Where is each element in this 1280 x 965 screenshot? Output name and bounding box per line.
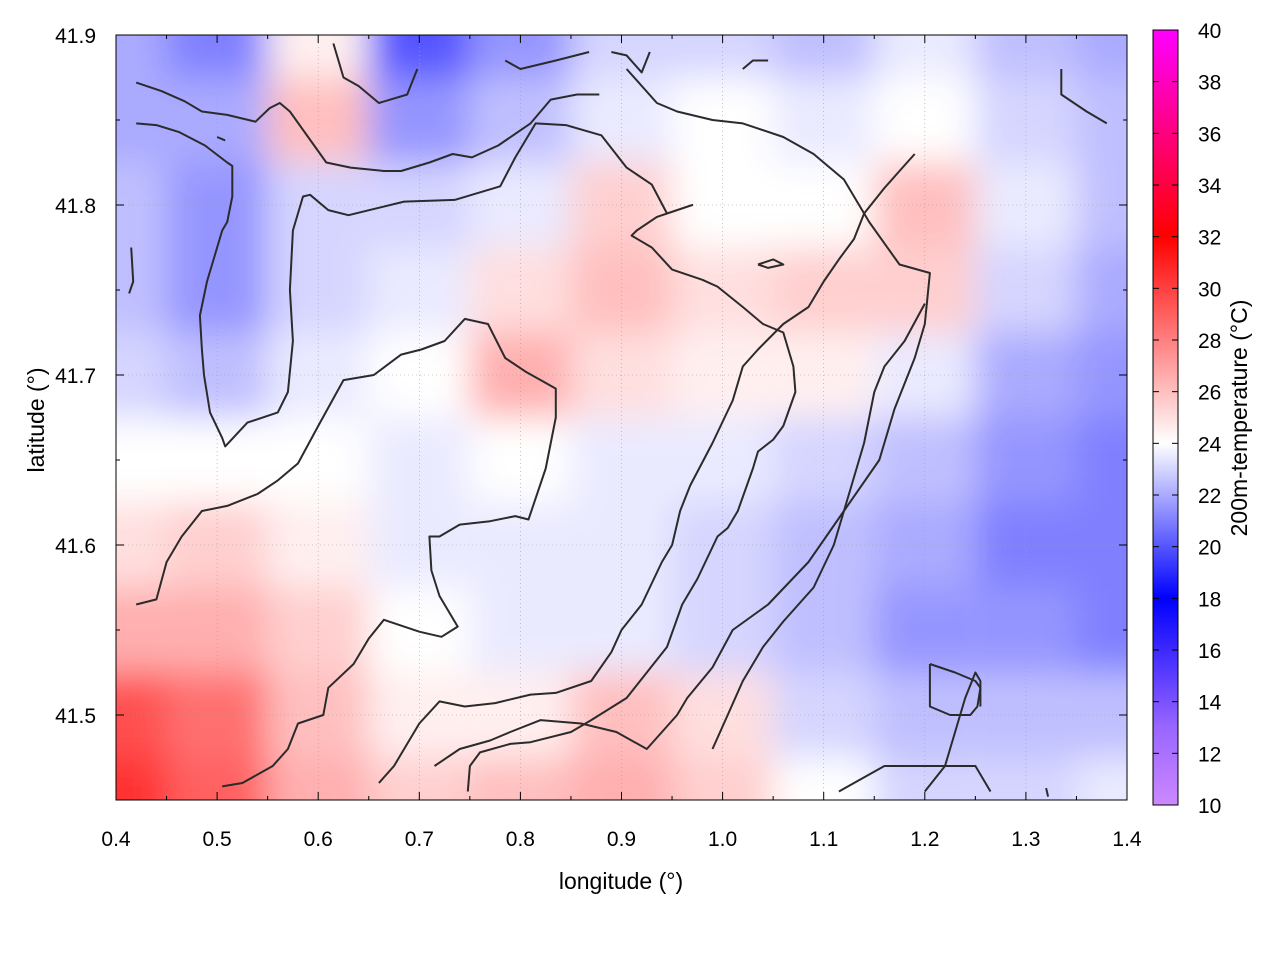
y-tick-label: 41.6 — [55, 535, 96, 558]
field-cell — [166, 587, 268, 673]
x-tick-label: 0.6 — [304, 828, 333, 851]
contour-lines — [128, 43, 1108, 797]
field-cell — [368, 247, 470, 333]
field-cell — [116, 757, 167, 800]
field-cell — [469, 587, 571, 673]
field-cell — [570, 162, 673, 248]
colorbar-tick-label: 36 — [1198, 123, 1221, 146]
colorbar — [1152, 29, 1179, 806]
field-cell — [570, 247, 673, 333]
field-cell — [469, 247, 571, 333]
x-tick-label: 0.7 — [405, 828, 434, 851]
field-cell — [874, 587, 976, 673]
field-cell — [975, 587, 1077, 673]
y-tick-label: 41.8 — [55, 195, 96, 218]
contour-line — [757, 258, 785, 269]
grid-lines — [116, 35, 1127, 800]
x-tick-label: 1.0 — [708, 828, 737, 851]
field-cell — [975, 247, 1077, 333]
y-tick-label: 41.9 — [55, 25, 96, 48]
colorbar-tick-label: 34 — [1198, 175, 1222, 198]
contour-line — [433, 68, 931, 767]
field-cell — [570, 502, 673, 588]
field-cell — [116, 77, 167, 163]
x-tick-label: 0.5 — [202, 828, 231, 851]
colorbar-tick-label: 16 — [1198, 640, 1221, 663]
field-cell — [368, 502, 470, 588]
field-cell — [368, 162, 470, 248]
contour-line — [504, 51, 590, 70]
x-tick-label: 1.4 — [1112, 828, 1142, 851]
colorbar-title: 200m-temperature (°C) — [1226, 300, 1252, 537]
colorbar-tick-label: 20 — [1198, 537, 1221, 560]
field-cell — [116, 35, 167, 78]
field-cell — [166, 502, 268, 588]
field-cell — [166, 162, 268, 248]
x-tick-label: 0.4 — [101, 828, 131, 851]
field-cell — [773, 502, 875, 588]
contour-line — [136, 122, 797, 792]
colorbar-tick-label: 40 — [1198, 20, 1221, 43]
contour-line — [135, 317, 557, 788]
contour-line — [838, 765, 992, 793]
x-tick-label: 1.1 — [809, 828, 838, 851]
field-cell — [773, 587, 875, 673]
colorbar-tick-label: 26 — [1198, 382, 1221, 405]
contour-line — [378, 153, 916, 784]
contour-line — [928, 663, 982, 716]
y-axis-title: latitude (°) — [23, 367, 49, 472]
colorbar-ticks: 10 12 14 16 18 20 22 24 26 28 30 32 34 36 38 40 — [1153, 20, 1222, 818]
field-cell — [116, 587, 167, 673]
colorbar-tick-label: 32 — [1198, 227, 1221, 250]
x-tick-label: 1.2 — [910, 828, 939, 851]
contour-line — [711, 303, 926, 750]
colorbar-tick-label: 30 — [1198, 278, 1221, 301]
contour-line — [1045, 787, 1050, 797]
contour-line — [611, 51, 651, 74]
x-axis-title: longitude (°) — [559, 868, 683, 894]
colorbar-tick-label: 18 — [1198, 588, 1221, 611]
colorbar-tick-label: 22 — [1198, 485, 1221, 508]
field-cell — [116, 247, 167, 333]
contour-line — [135, 81, 600, 172]
temperature-field — [116, 35, 1127, 800]
y-tick-label: 41.7 — [55, 365, 96, 388]
field-cell — [1076, 757, 1127, 800]
contour-line — [128, 247, 135, 294]
colorbar-tick-label: 24 — [1198, 433, 1222, 456]
x-tick-label: 0.9 — [607, 828, 636, 851]
field-cell — [116, 417, 167, 503]
field-cell — [267, 587, 369, 673]
x-tick-label: 1.3 — [1011, 828, 1040, 851]
field-cell — [166, 247, 268, 333]
contour-line — [924, 671, 982, 793]
field-cell — [267, 247, 369, 333]
y-tick-label: 41.5 — [55, 705, 96, 728]
contour-line — [216, 136, 226, 142]
field-cell — [1076, 35, 1127, 78]
axis-ticks: 0.4 0.5 0.6 0.7 0.8 0.9 1.0 1.1 1.2 1.3 1.4 41.5 41.… — [55, 25, 1142, 851]
contour-line — [742, 59, 769, 70]
x-tick-label: 0.8 — [506, 828, 535, 851]
field-cell — [1076, 417, 1127, 503]
colorbar-tick-label: 28 — [1198, 330, 1221, 353]
colorbar-tick-label: 12 — [1198, 743, 1221, 766]
field-cell — [773, 162, 875, 248]
contour-line — [1060, 69, 1108, 125]
colorbar-tick-label: 38 — [1198, 72, 1221, 95]
contour-line — [332, 43, 419, 104]
colorbar-tick-label: 14 — [1198, 692, 1222, 715]
colorbar-tick-label: 10 — [1198, 795, 1221, 818]
field-cell — [1076, 247, 1127, 333]
field-cell — [1076, 587, 1127, 673]
